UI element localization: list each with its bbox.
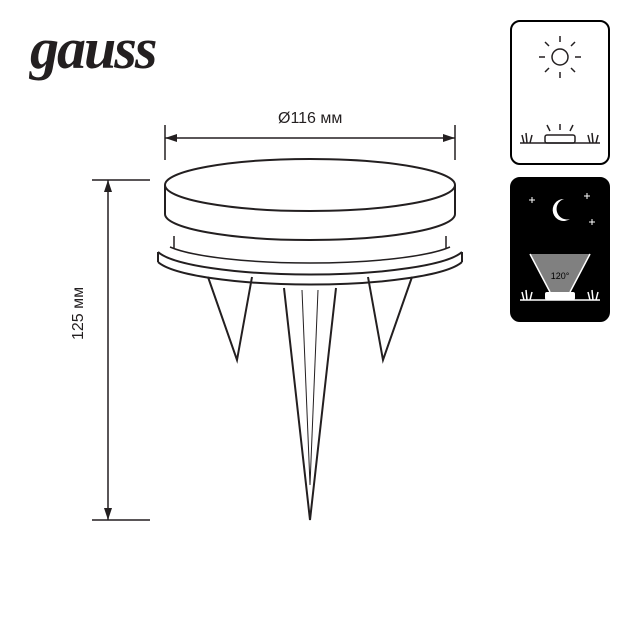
height-label: 125 мм	[70, 287, 88, 340]
product-diagram: Ø116 мм 125 мм	[40, 90, 480, 570]
mode-icons: 120°	[510, 20, 610, 334]
beam-angle-label: 120°	[551, 271, 570, 281]
night-mode-icon: 120°	[510, 177, 610, 322]
day-mode-icon	[510, 20, 610, 165]
diameter-label: Ø116 мм	[278, 110, 342, 128]
brand-logo: gauss	[30, 15, 155, 82]
